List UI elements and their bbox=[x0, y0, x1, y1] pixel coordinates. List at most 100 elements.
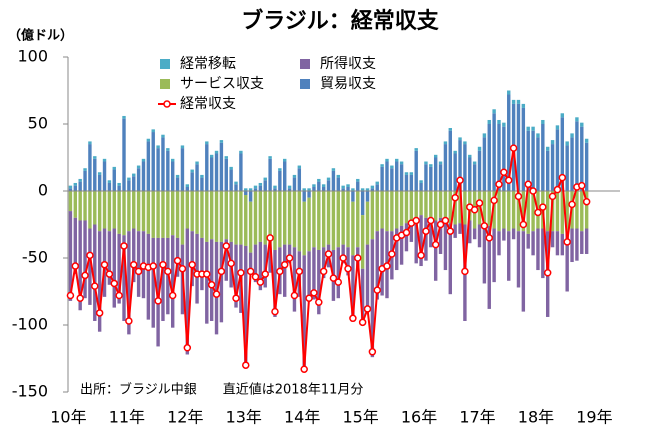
line-marker bbox=[363, 305, 372, 313]
bar-segment bbox=[175, 191, 180, 238]
bar-segment bbox=[175, 177, 180, 191]
bar-segment bbox=[429, 220, 433, 248]
line-marker bbox=[310, 289, 318, 297]
bar-segment bbox=[336, 177, 340, 191]
bar-segment bbox=[365, 191, 370, 202]
bar-segment bbox=[370, 188, 375, 191]
line-marker bbox=[373, 286, 381, 294]
bar-segment bbox=[307, 191, 311, 198]
bar-segment bbox=[73, 185, 78, 191]
bar-segment bbox=[151, 191, 155, 238]
bar-segment bbox=[404, 174, 409, 191]
bar-segment bbox=[263, 244, 267, 288]
bar-segment bbox=[433, 220, 438, 281]
bar-segment bbox=[507, 231, 511, 281]
bar-segment bbox=[302, 201, 306, 256]
line-marker bbox=[71, 262, 80, 270]
bar-segment bbox=[278, 170, 282, 191]
bar-segment bbox=[321, 186, 326, 191]
bar-segment bbox=[565, 145, 569, 191]
line-marker bbox=[446, 227, 455, 235]
bar-segment bbox=[550, 231, 555, 248]
line-marker bbox=[451, 193, 459, 202]
bar-segment bbox=[302, 188, 306, 191]
legend-swatch bbox=[160, 59, 170, 69]
bar-segment bbox=[73, 217, 78, 275]
x-tick-label: 12年 bbox=[167, 408, 203, 427]
bar-segment bbox=[234, 181, 238, 185]
bar-segment bbox=[448, 191, 452, 224]
bar-segment bbox=[521, 231, 526, 312]
bar-segment bbox=[214, 150, 219, 154]
bar-segment bbox=[112, 228, 116, 308]
bar-segment bbox=[458, 223, 462, 234]
bar-segment bbox=[117, 182, 121, 186]
bar-segment bbox=[356, 178, 360, 182]
bar-segment bbox=[507, 90, 511, 95]
bar-segment bbox=[429, 191, 433, 221]
bar-segment bbox=[531, 130, 535, 191]
bar-segment bbox=[136, 231, 141, 297]
bar-segment bbox=[93, 191, 97, 225]
bar-segment bbox=[570, 137, 574, 191]
bar-segment bbox=[463, 191, 467, 225]
bar-segment bbox=[161, 191, 165, 238]
bar-segment bbox=[584, 142, 589, 191]
bar-segment bbox=[497, 191, 501, 232]
bar-segment bbox=[122, 115, 126, 119]
bar-segment bbox=[273, 185, 277, 189]
bar-segment bbox=[297, 168, 302, 191]
bar-segment bbox=[224, 239, 228, 281]
bar-segment bbox=[409, 191, 414, 221]
bar-segment bbox=[565, 231, 569, 292]
bar-segment bbox=[477, 150, 482, 191]
line-marker bbox=[563, 238, 571, 246]
line-marker bbox=[344, 264, 352, 273]
bar-segment bbox=[356, 191, 360, 248]
bar-segment bbox=[331, 170, 336, 191]
bar-segment bbox=[141, 161, 146, 191]
bar-segment bbox=[156, 148, 160, 191]
bar-segment bbox=[292, 177, 297, 191]
line-marker bbox=[154, 297, 162, 305]
bar-segment bbox=[209, 157, 214, 191]
line-marker bbox=[500, 168, 508, 176]
line-marker bbox=[110, 279, 119, 288]
bar-segment bbox=[346, 186, 350, 191]
bar-segment bbox=[570, 228, 574, 263]
bar-segment bbox=[317, 191, 321, 250]
bar-segment bbox=[380, 228, 384, 296]
bar-segment bbox=[502, 126, 506, 191]
bar-segment bbox=[248, 201, 253, 253]
bar-segment bbox=[136, 191, 141, 232]
bar-segment bbox=[516, 191, 521, 232]
legend-label: 所得収支 bbox=[320, 55, 376, 72]
bar-segment bbox=[132, 173, 136, 177]
annotation: 出所：ブラジル中銀 直近値は2018年11月分 bbox=[80, 382, 363, 398]
bar-segment bbox=[570, 133, 574, 138]
bar-segment bbox=[536, 137, 540, 191]
line-marker bbox=[456, 176, 464, 185]
bar-segment bbox=[521, 107, 526, 191]
line-marker bbox=[95, 309, 104, 317]
line-marker bbox=[178, 264, 187, 273]
bar-segment bbox=[317, 178, 321, 182]
bar-segment bbox=[83, 220, 87, 299]
bar-segment bbox=[175, 174, 180, 178]
bar-segment bbox=[195, 161, 199, 165]
line-marker bbox=[125, 317, 133, 325]
bar-segment bbox=[171, 235, 175, 328]
bar-segment bbox=[531, 126, 535, 131]
bar-segment bbox=[297, 165, 302, 169]
bar-segment bbox=[419, 191, 423, 216]
bar-segment bbox=[545, 146, 550, 151]
bar-segment bbox=[268, 247, 272, 273]
bar-segment bbox=[531, 191, 535, 232]
bar-segment bbox=[102, 158, 107, 162]
bar-segment bbox=[555, 231, 560, 256]
bar-segment bbox=[302, 191, 306, 202]
bar-segment bbox=[482, 133, 487, 138]
bar-segment bbox=[555, 125, 560, 130]
line-marker bbox=[217, 267, 226, 276]
